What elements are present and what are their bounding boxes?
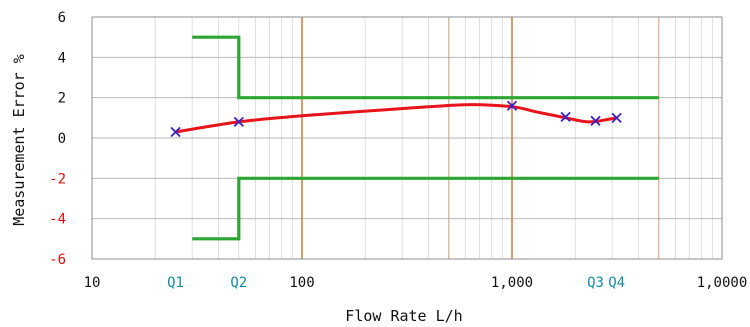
data-point-marker (233, 116, 244, 128)
data-point-marker (560, 111, 571, 122)
limit-line (192, 176, 659, 241)
flow-marker-label: Q1 (167, 275, 184, 291)
x-tick-label: 100 (289, 275, 314, 291)
x-tick-label: 1,0000 (697, 275, 748, 291)
flow-markers: Q1 Q2 Q3 Q4 (167, 275, 625, 291)
series-layer (170, 35, 659, 241)
y-tick-label: 2 (58, 91, 66, 107)
x-axis-ticks: 10 100 1,000 1,0000 (84, 275, 748, 291)
x-tick-label: 1,000 (491, 275, 533, 291)
y-tick-label: 4 (58, 50, 66, 66)
y-tick-label: 0 (58, 131, 66, 147)
y-tick-label: 6 (58, 10, 66, 26)
marker-stroke (170, 126, 181, 138)
y-axis-ticks: 6 4 2 0 -2 -4 -6 (49, 10, 66, 268)
grid (92, 17, 722, 259)
y-tick-label: -2 (49, 171, 66, 187)
y-tick-label: -4 (49, 212, 66, 228)
marker-stroke (560, 111, 571, 122)
error-curve (175, 103, 617, 134)
marker-stroke (590, 115, 601, 126)
flow-marker-label: Q4 (608, 275, 625, 291)
flow-marker-label: Q2 (230, 275, 247, 291)
y-tick-label: -6 (49, 252, 66, 268)
data-point-marker (611, 112, 622, 123)
x-axis-title: Flow Rate L/h (345, 307, 462, 325)
plot-frame (91, 16, 723, 260)
flow-marker-label: Q3 (587, 275, 604, 291)
data-point-marker (170, 126, 181, 138)
marker-stroke (611, 112, 622, 123)
data-point-marker (506, 100, 518, 111)
limit-line (192, 35, 659, 100)
data-point-marker (590, 115, 601, 126)
marker-stroke (233, 116, 244, 128)
marker-stroke (506, 100, 518, 111)
x-tick-label: 10 (84, 275, 101, 291)
y-axis-title: Measurement Error % (10, 54, 28, 226)
